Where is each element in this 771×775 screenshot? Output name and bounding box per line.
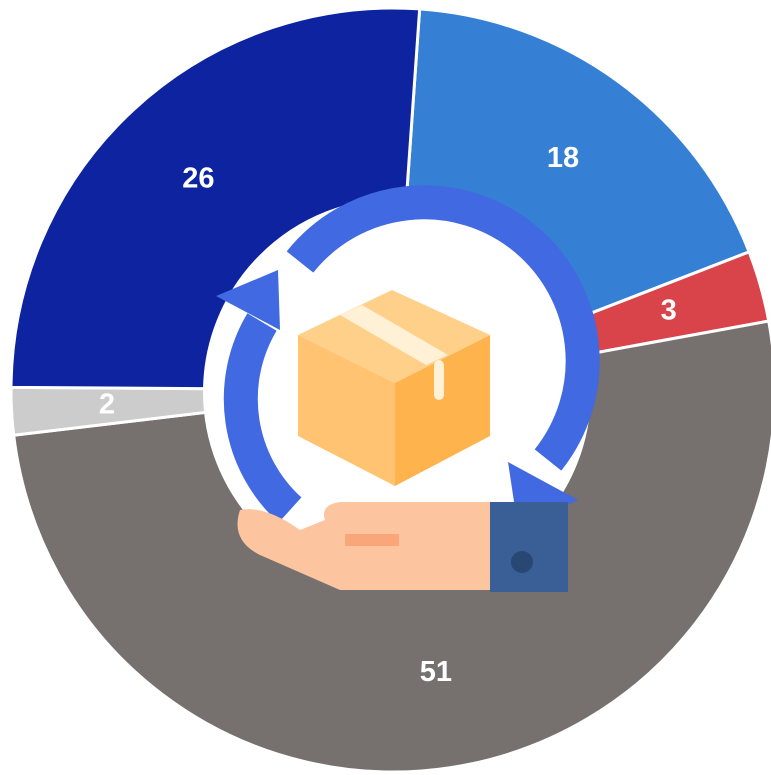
chart: 18 3 51 2 26 (0, 0, 771, 775)
data-label: 3 (661, 295, 677, 327)
data-label: 18 (547, 142, 579, 174)
center-icon (205, 200, 589, 592)
data-label: 51 (420, 656, 452, 688)
data-label: 26 (182, 162, 214, 194)
data-label: 2 (99, 389, 115, 421)
